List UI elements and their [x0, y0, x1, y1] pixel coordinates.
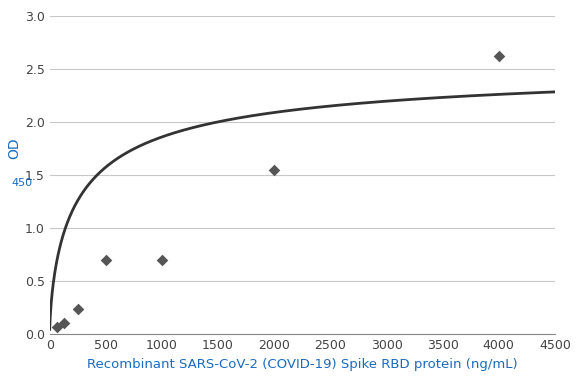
Point — [494, 53, 503, 60]
X-axis label: Recombinant SARS-CoV-2 (COVID-19) Spike RBD protein (ng/mL): Recombinant SARS-CoV-2 (COVID-19) Spike … — [87, 358, 517, 371]
Point — [157, 257, 166, 263]
Point — [59, 320, 68, 326]
Text: OD: OD — [8, 138, 22, 159]
Point — [52, 324, 61, 330]
Text: 450: 450 — [11, 178, 33, 188]
Point — [101, 257, 111, 263]
Point — [73, 306, 83, 312]
Point — [269, 167, 279, 173]
